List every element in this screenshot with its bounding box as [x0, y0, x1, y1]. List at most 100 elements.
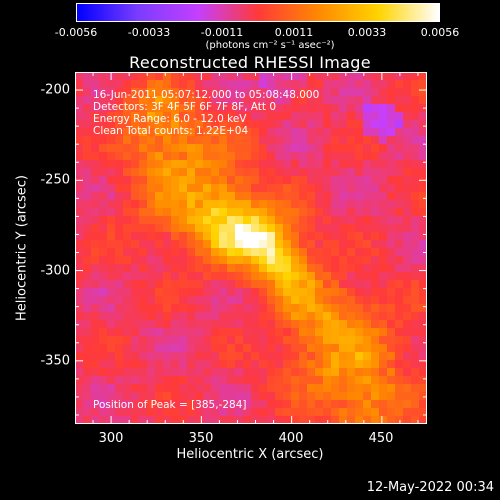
heatmap-cell: [299, 272, 308, 281]
heatmap-cell: [363, 352, 372, 361]
heatmap-cell: [331, 240, 340, 249]
heatmap-cell: [411, 184, 420, 193]
heatmap-cell: [243, 200, 252, 209]
heatmap-cell: [211, 416, 220, 424]
heatmap-cell: [283, 280, 292, 289]
heatmap-cell: [363, 208, 372, 217]
heatmap-cell: [75, 168, 84, 177]
heatmap-cell: [75, 248, 84, 257]
heatmap-cell: [371, 96, 380, 105]
heatmap-cell: [251, 352, 260, 361]
heatmap-cell: [347, 400, 356, 409]
heatmap-cell: [195, 112, 204, 121]
heatmap-cell: [259, 248, 268, 257]
heatmap-cell: [419, 408, 427, 417]
heatmap-cell: [339, 304, 348, 313]
heatmap-cell: [139, 256, 148, 265]
heatmap-cell: [203, 280, 212, 289]
heatmap-cell: [323, 208, 332, 217]
heatmap-cell: [163, 152, 172, 161]
heatmap-cell: [251, 104, 260, 113]
heatmap-cell: [307, 152, 316, 161]
y-tick-label: -350: [40, 353, 70, 369]
heatmap-cell: [235, 88, 244, 97]
heatmap-cell: [267, 240, 276, 249]
heatmap-cell: [291, 200, 300, 209]
heatmap-cell: [299, 104, 308, 113]
heatmap-cell: [171, 248, 180, 257]
heatmap-cell: [307, 368, 316, 377]
heatmap-cell: [195, 408, 204, 417]
heatmap-cell: [115, 408, 124, 417]
heatmap-cell: [131, 184, 140, 193]
heatmap-cell: [187, 160, 196, 169]
heatmap-cell: [211, 336, 220, 345]
heatmap-cell: [91, 248, 100, 257]
heatmap-cell: [211, 120, 220, 129]
heatmap-cell: [363, 192, 372, 201]
heatmap-cell: [235, 272, 244, 281]
heatmap-cell: [179, 240, 188, 249]
heatmap-cell: [379, 272, 388, 281]
heatmap-cell: [315, 296, 324, 305]
heatmap-cell: [307, 264, 316, 273]
heatmap-cell: [211, 368, 220, 377]
heatmap-cell: [275, 384, 284, 393]
heatmap-cell: [411, 256, 420, 265]
heatmap-cell: [339, 344, 348, 353]
heatmap-cell: [283, 248, 292, 257]
heatmap-cell: [411, 120, 420, 129]
heatmap-cell: [99, 264, 108, 273]
heatmap-cell: [315, 264, 324, 273]
heatmap-cell: [75, 328, 84, 337]
heatmap-cell: [291, 248, 300, 257]
heatmap-cell: [227, 352, 236, 361]
heatmap-cell: [91, 376, 100, 385]
heatmap-cell: [355, 400, 364, 409]
heatmap-cell: [171, 72, 180, 81]
heatmap-cell: [147, 320, 156, 329]
heatmap-cell: [243, 120, 252, 129]
heatmap-cell: [323, 72, 332, 81]
heatmap-cell: [403, 416, 412, 424]
heatmap-cell: [387, 96, 396, 105]
heatmap-cell: [131, 376, 140, 385]
heatmap-cell: [235, 144, 244, 153]
heatmap-cell: [83, 72, 92, 81]
heatmap-cell: [379, 288, 388, 297]
heatmap-cell: [315, 256, 324, 265]
heatmap-cell: [371, 384, 380, 393]
heatmap-cell: [235, 264, 244, 273]
heatmap-cell: [251, 72, 260, 81]
heatmap-cell: [371, 104, 380, 113]
heatmap-cell: [147, 416, 156, 424]
heatmap-cell: [203, 368, 212, 377]
heatmap-cell: [267, 400, 276, 409]
heatmap-cell: [267, 224, 276, 233]
heatmap-cell: [115, 160, 124, 169]
heatmap-cell: [299, 144, 308, 153]
annotation-time-range: 16-Jun-2011 05:07:12.000 to 05:08:48.000: [93, 89, 319, 101]
heatmap-cell: [379, 144, 388, 153]
heatmap-cell: [91, 328, 100, 337]
heatmap-cell: [339, 280, 348, 289]
heatmap-cell: [195, 312, 204, 321]
heatmap-cell: [171, 400, 180, 409]
heatmap-cell: [163, 280, 172, 289]
heatmap-cell: [131, 160, 140, 169]
heatmap-cell: [251, 304, 260, 313]
heatmap-cell: [315, 304, 324, 313]
heatmap-cell: [387, 80, 396, 89]
heatmap-cell: [219, 112, 228, 121]
heatmap-cell: [347, 224, 356, 233]
heatmap-cell: [75, 272, 84, 281]
heatmap-cell: [123, 152, 132, 161]
heatmap-cell: [147, 384, 156, 393]
heatmap-cell: [83, 408, 92, 417]
heatmap-cell: [411, 152, 420, 161]
heatmap-cell: [315, 360, 324, 369]
heatmap-cell: [163, 384, 172, 393]
heatmap-cell: [403, 136, 412, 145]
heatmap-cell: [267, 136, 276, 145]
heatmap-cell: [147, 360, 156, 369]
